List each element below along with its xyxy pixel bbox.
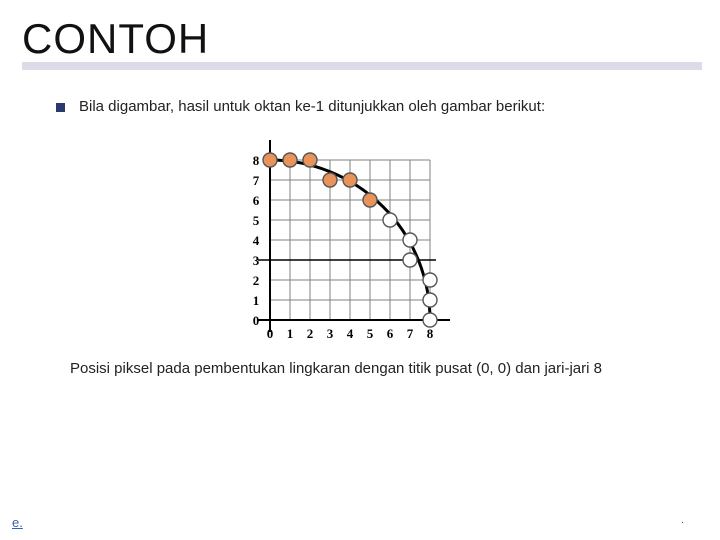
svg-text:6: 6 [387,326,394,341]
svg-text:2: 2 [307,326,314,341]
footer-dot: . [681,515,684,526]
svg-text:4: 4 [347,326,354,341]
svg-text:0: 0 [253,313,260,328]
bullet-icon [56,103,65,112]
svg-text:3: 3 [327,326,334,341]
caption: Posisi piksel pada pembentukan lingkaran… [70,360,670,377]
svg-text:5: 5 [367,326,374,341]
chart-svg: 012345678012345678 [200,130,500,350]
title-band: CONTOH [22,10,442,68]
bullet-text: Bila digambar, hasil untuk oktan ke-1 di… [79,98,545,115]
svg-text:7: 7 [253,173,260,188]
svg-text:1: 1 [287,326,294,341]
svg-text:3: 3 [253,253,260,268]
svg-text:8: 8 [427,326,434,341]
bullet-row: Bila digambar, hasil untuk oktan ke-1 di… [56,98,676,115]
svg-text:6: 6 [253,193,260,208]
svg-text:5: 5 [253,213,260,228]
svg-text:8: 8 [253,153,260,168]
slide: CONTOH Bila digambar, hasil untuk oktan … [0,0,720,540]
footer-link[interactable]: e. [12,515,23,530]
slide-title: CONTOH [22,15,209,63]
svg-text:7: 7 [407,326,414,341]
svg-text:1: 1 [253,293,260,308]
svg-text:4: 4 [253,233,260,248]
chart: 012345678012345678 [200,130,500,350]
svg-text:0: 0 [267,326,274,341]
svg-text:2: 2 [253,273,260,288]
title-underline [22,62,702,70]
